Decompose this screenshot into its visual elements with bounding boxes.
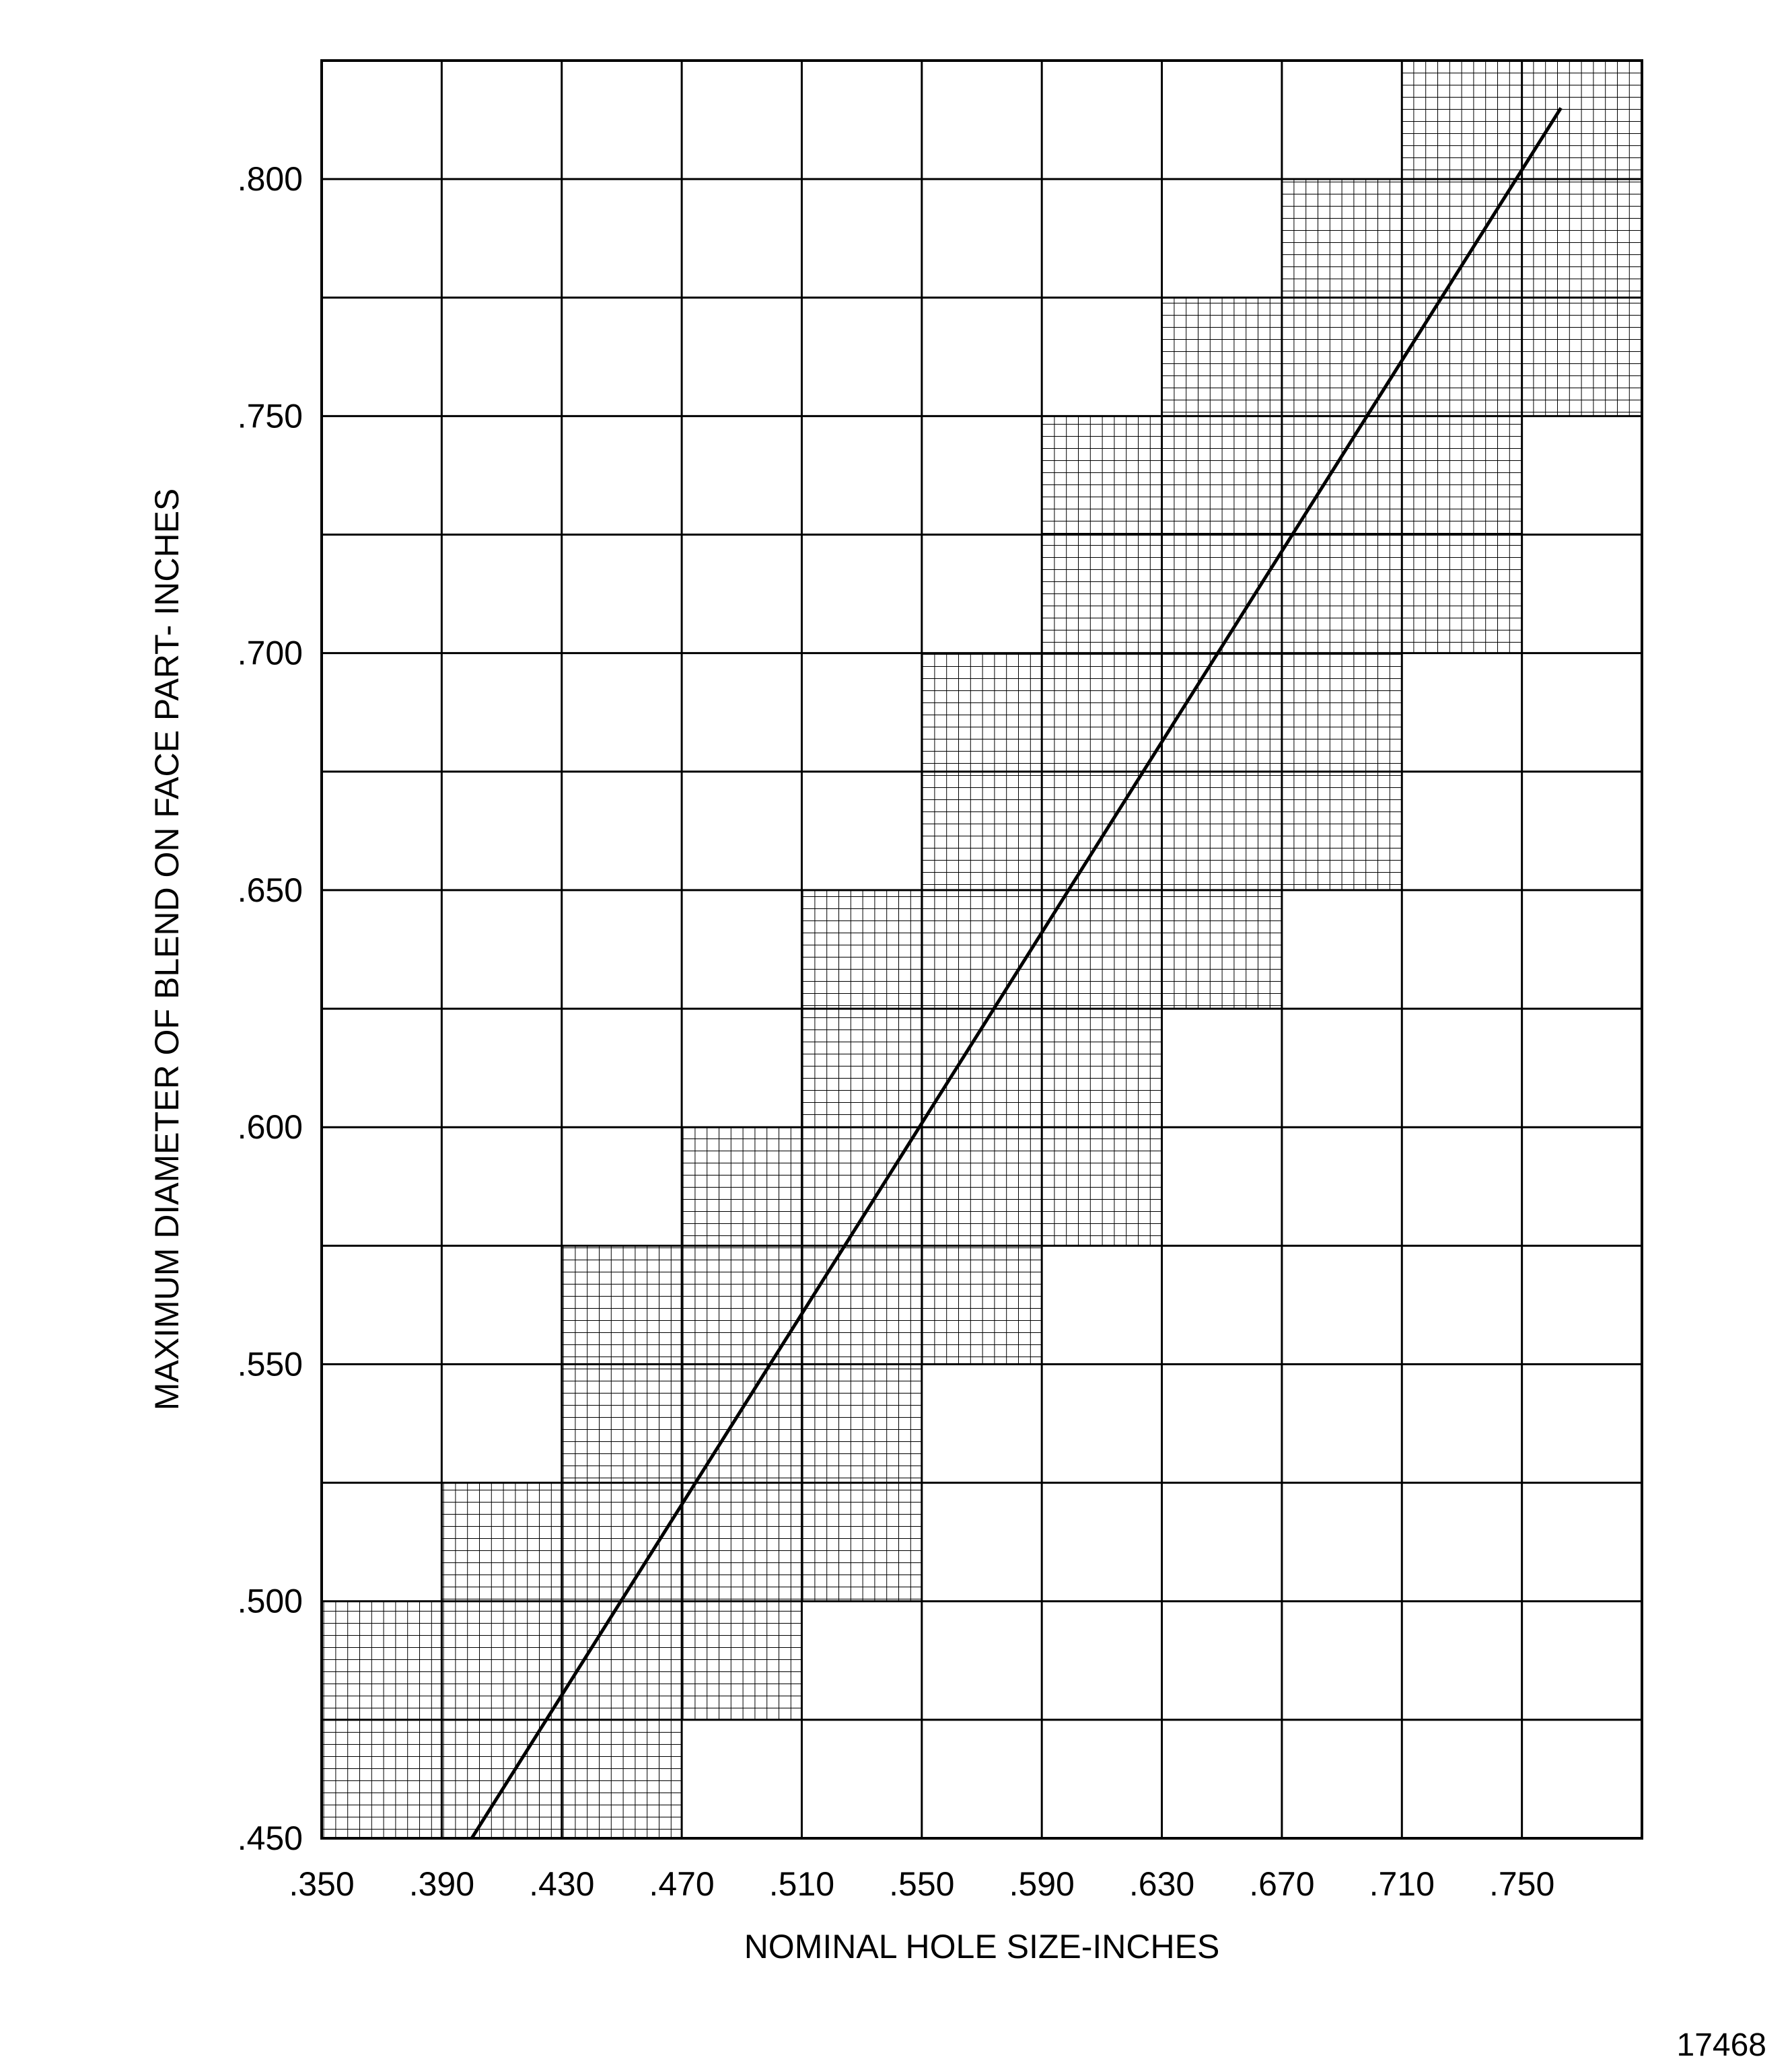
y-tick-label: .550 bbox=[238, 1345, 303, 1383]
y-tick-label: .750 bbox=[238, 397, 303, 435]
y-tick-label: .600 bbox=[238, 1108, 303, 1146]
major-grid bbox=[320, 59, 1643, 1840]
plot-frame bbox=[320, 59, 1643, 1840]
x-tick-label: .350 bbox=[289, 1865, 354, 1903]
x-tick-label: .670 bbox=[1249, 1865, 1314, 1903]
x-tick-labels: .350 .390 .430 .470 .510 .550 .590 .630 .670 .710… bbox=[289, 1865, 1554, 1903]
x-tick-label: .750 bbox=[1489, 1865, 1554, 1903]
x-tick-label: .590 bbox=[1009, 1865, 1075, 1903]
y-tick-label: .650 bbox=[238, 871, 303, 909]
shaded-tolerance-band bbox=[322, 61, 1642, 1838]
x-tick-label: .630 bbox=[1129, 1865, 1194, 1903]
shaded-band-cell bbox=[682, 1127, 802, 1720]
shaded-band-cell bbox=[561, 1245, 682, 1838]
shaded-band-cell bbox=[1521, 61, 1642, 417]
x-tick-label: .470 bbox=[649, 1865, 714, 1903]
x-tick-label: .710 bbox=[1369, 1865, 1435, 1903]
x-tick-label: .430 bbox=[529, 1865, 594, 1903]
y-axis-title: MAXIMUM DIAMETER OF BLEND ON FACE PART- … bbox=[148, 489, 186, 1411]
y-tick-label: .700 bbox=[238, 635, 303, 672]
x-axis-title: NOMINAL HOLE SIZE-INCHES bbox=[744, 1928, 1220, 1965]
y-tick-label: .800 bbox=[238, 160, 303, 198]
figure-id: 17468 bbox=[1677, 2027, 1766, 2061]
y-tick-label: .450 bbox=[238, 1819, 303, 1857]
y-tick-labels: .450 .500 .550 .600 .650 .700 .750 .800 bbox=[238, 160, 303, 1857]
series-line bbox=[470, 107, 1563, 1840]
y-tick-label: .500 bbox=[238, 1583, 303, 1620]
series-layer bbox=[470, 107, 1563, 1840]
shaded-band-cell bbox=[441, 1482, 562, 1838]
shaded-band-cell bbox=[1402, 61, 1522, 653]
x-tick-label: .390 bbox=[409, 1865, 474, 1903]
shaded-band-cell bbox=[1042, 416, 1162, 1246]
x-tick-label: .550 bbox=[889, 1865, 954, 1903]
x-tick-label: .510 bbox=[769, 1865, 834, 1903]
